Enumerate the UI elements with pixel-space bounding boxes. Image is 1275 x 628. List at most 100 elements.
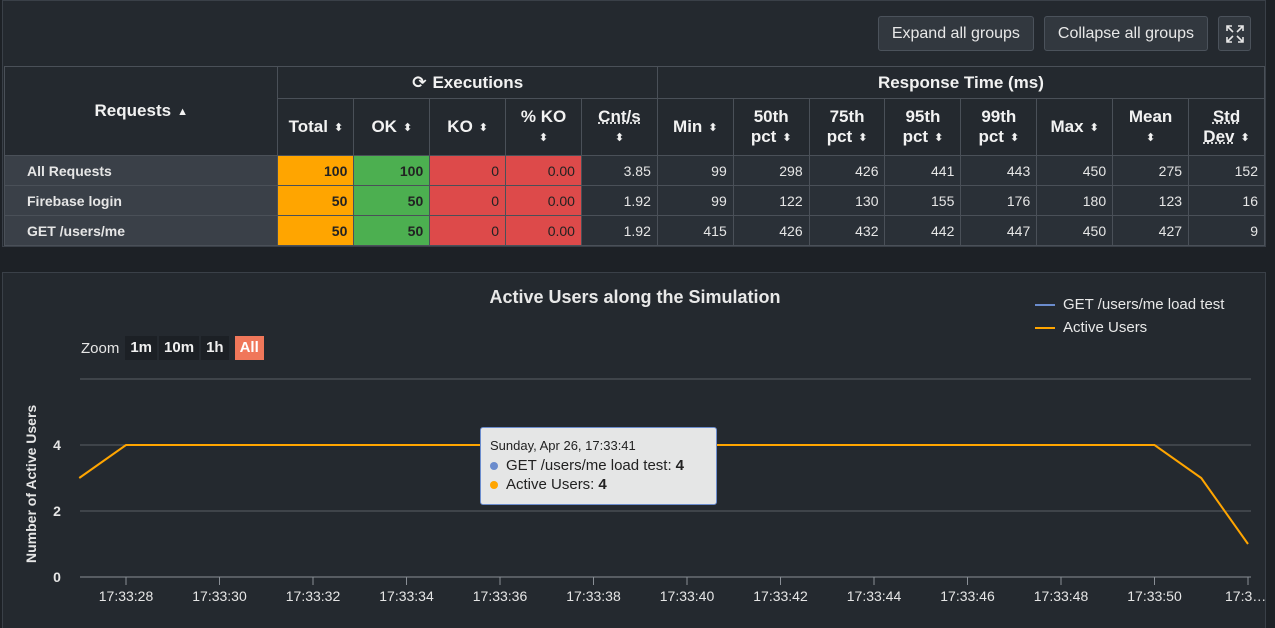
request-name[interactable]: GET /users/me xyxy=(3,215,279,246)
col-ok[interactable]: OK ⬍ xyxy=(353,98,431,156)
sort-icon: ⬍ xyxy=(1145,132,1156,145)
sort-icon: ⬍ xyxy=(614,132,625,145)
legend-item-load-test[interactable]: GET /users/me load test xyxy=(1035,293,1224,316)
refresh-icon: ⟳ xyxy=(412,72,427,92)
expand-icon xyxy=(1225,24,1244,43)
col-ko[interactable]: KO ⬍ xyxy=(429,98,507,156)
y-axis-label: Number of Active Users xyxy=(23,404,39,563)
cell-p75: 426 xyxy=(808,155,886,186)
cell-ko: 0 xyxy=(429,155,507,186)
sort-icon: ⬍ xyxy=(1089,122,1099,135)
cell-std: 9 xyxy=(1188,215,1265,246)
cell-total: 50 xyxy=(277,215,355,246)
cell-p75: 432 xyxy=(808,215,886,246)
sort-asc-icon: ▲ xyxy=(177,105,188,118)
tooltip-dot xyxy=(490,480,498,489)
sort-icon: ⬍ xyxy=(478,122,489,135)
col-pct-ko[interactable]: % KO ⬍ xyxy=(505,98,582,156)
cell-ok: 100 xyxy=(353,155,431,186)
cell-max: 450 xyxy=(1036,155,1114,186)
col-p99[interactable]: 99th pct ⬍ xyxy=(960,98,1038,156)
chart-tooltip: Sunday, Apr 26, 17:33:41 GET /users/me l… xyxy=(480,427,717,505)
col-total[interactable]: Total ⬍ xyxy=(277,98,355,156)
table-row[interactable]: All Requests 100 100 0 0.00 3.85 99 298 426 441 44… xyxy=(3,155,1265,186)
cell-p50: 426 xyxy=(732,215,810,246)
sort-icon: ⬍ xyxy=(334,122,344,135)
cell-p99: 176 xyxy=(960,185,1038,216)
zoom-1h-button[interactable]: 1h xyxy=(201,336,229,360)
cell-pct-ko: 0.00 xyxy=(505,215,582,246)
tooltip-date: Sunday, Apr 26, 17:33:41 xyxy=(490,438,636,453)
executions-header: ⟳ Executions xyxy=(277,66,658,99)
statistics-table: Requests ▲ ⟳ Executions Response Time (ms)… xyxy=(3,66,1266,246)
expand-all-groups-button[interactable]: Expand all groups xyxy=(877,16,1034,51)
cell-p95: 442 xyxy=(884,215,962,246)
cell-min: 99 xyxy=(656,185,734,216)
cell-max: 180 xyxy=(1036,185,1114,216)
request-name[interactable]: All Requests xyxy=(3,155,279,186)
sort-icon: ⬍ xyxy=(1240,132,1250,145)
tooltip-row-load-test: GET /users/me load test: 4 xyxy=(490,456,707,475)
sort-icon: ⬍ xyxy=(708,122,718,135)
cell-min: 415 xyxy=(656,215,734,246)
cell-p99: 443 xyxy=(960,155,1038,186)
cell-pct-ko: 0.00 xyxy=(505,185,582,216)
fullscreen-button[interactable] xyxy=(1218,16,1251,51)
table-toolbar: Expand all groups Collapse all groups xyxy=(877,16,1251,51)
response-time-header: Response Time (ms) xyxy=(656,66,1266,99)
cell-total: 100 xyxy=(277,155,355,186)
collapse-all-groups-button[interactable]: Collapse all groups xyxy=(1043,16,1208,51)
zoom-all-button[interactable]: All xyxy=(234,336,264,360)
sort-icon: ⬍ xyxy=(538,132,549,145)
col-p50[interactable]: 50th pct ⬍ xyxy=(732,98,810,156)
cell-mean: 427 xyxy=(1112,215,1190,246)
cell-p75: 130 xyxy=(808,185,886,216)
chart-title: Active Users along the Simulation xyxy=(489,287,781,307)
cell-cnt-s: 1.92 xyxy=(580,215,658,246)
cell-p50: 122 xyxy=(732,185,810,216)
cell-max: 450 xyxy=(1036,215,1114,246)
tooltip-row-active-users: Active Users: 4 xyxy=(490,475,707,494)
table-row[interactable]: Firebase login 50 50 0 0.00 1.92 99 122 130 155 17… xyxy=(3,185,1265,216)
cell-std: 152 xyxy=(1188,155,1265,186)
cell-cnt-s: 1.92 xyxy=(580,185,658,216)
request-name[interactable]: Firebase login xyxy=(3,185,279,216)
sort-icon: ⬍ xyxy=(402,122,413,135)
cell-total: 50 xyxy=(277,185,355,216)
zoom-label: Zoom xyxy=(81,339,120,357)
cell-pct-ko: 0.00 xyxy=(505,155,582,186)
sort-icon: ⬍ xyxy=(934,132,944,145)
sort-icon: ⬍ xyxy=(858,132,868,145)
legend-item-active-users[interactable]: Active Users xyxy=(1035,316,1224,339)
cell-p50: 298 xyxy=(732,155,810,186)
legend-swatch xyxy=(1035,303,1055,306)
col-std-dev[interactable]: Std Dev ⬍ xyxy=(1188,98,1265,156)
col-min[interactable]: Min ⬍ xyxy=(656,98,734,156)
sort-icon: ⬍ xyxy=(782,132,792,145)
cell-p95: 155 xyxy=(884,185,962,216)
cell-ok: 50 xyxy=(353,185,431,216)
col-max[interactable]: Max ⬍ xyxy=(1036,98,1114,156)
col-p75[interactable]: 75th pct ⬍ xyxy=(808,98,886,156)
statistics-panel: Expand all groups Collapse all groups Re… xyxy=(2,0,1266,247)
sort-icon: ⬍ xyxy=(1009,132,1020,145)
col-p95[interactable]: 95th pct ⬍ xyxy=(884,98,962,156)
requests-header[interactable]: Requests ▲ xyxy=(3,66,279,156)
cell-cnt-s: 3.85 xyxy=(580,155,658,186)
table-row[interactable]: GET /users/me 50 50 0 0.00 1.92 415 426 432 442 44… xyxy=(3,215,1265,246)
cell-p95: 441 xyxy=(884,155,962,186)
cell-p99: 447 xyxy=(960,215,1038,246)
cell-mean: 275 xyxy=(1112,155,1190,186)
cell-min: 99 xyxy=(656,155,734,186)
legend-swatch xyxy=(1035,326,1055,329)
cell-std: 16 xyxy=(1188,185,1265,216)
cell-mean: 123 xyxy=(1112,185,1190,216)
tooltip-dot xyxy=(490,461,498,470)
cell-ko: 0 xyxy=(429,215,507,246)
col-cnt-s[interactable]: Cnt/s ⬍ xyxy=(580,98,658,156)
cell-ko: 0 xyxy=(429,185,507,216)
zoom-10m-button[interactable]: 10m xyxy=(159,336,200,360)
zoom-control: Zoom 1m 10m 1h All xyxy=(81,336,266,360)
col-mean[interactable]: Mean ⬍ xyxy=(1112,98,1190,156)
zoom-1m-button[interactable]: 1m xyxy=(125,336,158,360)
